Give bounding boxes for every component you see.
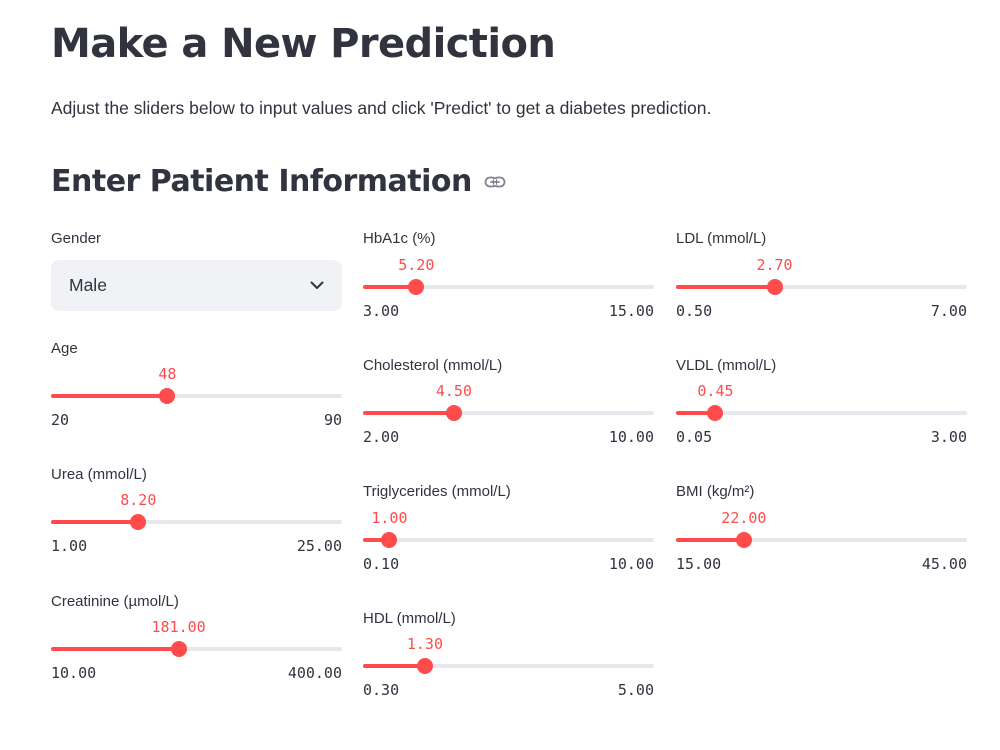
bmi-slider-max: 45.00 xyxy=(921,555,967,573)
cholesterol-label: Cholesterol (mmol/L) xyxy=(363,357,503,374)
cholesterol-slider-fill xyxy=(363,411,454,415)
hdl-slider-value: 1.30 xyxy=(406,635,443,653)
hdl-slider-fill xyxy=(363,664,425,668)
ldl-slider-max: 7.00 xyxy=(930,302,967,320)
ldl-slider-fill xyxy=(676,285,775,289)
gender-selected-value: Male xyxy=(69,275,107,295)
hdl-slider-min: 0.30 xyxy=(363,681,400,699)
urea-slider[interactable]: 8.20 1.00 25.00 xyxy=(51,490,342,570)
cholesterol-slider-min: 2.00 xyxy=(363,428,400,446)
bmi-label: BMI (kg/m²) xyxy=(676,483,755,500)
bmi-slider-value: 22.00 xyxy=(721,509,767,527)
urea-slider-max: 25.00 xyxy=(296,537,342,555)
link-icon[interactable] xyxy=(484,175,506,189)
triglycerides-slider-value: 1.00 xyxy=(371,509,408,527)
hba1c-slider-max: 15.00 xyxy=(608,302,654,320)
age-slider-value: 48 xyxy=(158,365,177,383)
cholesterol-slider-max: 10.00 xyxy=(608,428,654,446)
creatinine-slider-min: 10.00 xyxy=(51,664,97,682)
cholesterol-slider-value: 4.50 xyxy=(435,382,472,400)
hba1c-slider-thumb[interactable] xyxy=(408,279,425,295)
vldl-slider-track[interactable] xyxy=(676,411,967,415)
age-slider-fill xyxy=(51,394,168,398)
hba1c-slider-min: 3.00 xyxy=(363,302,400,320)
vldl-slider-max: 3.00 xyxy=(930,428,967,446)
ldl-slider-min: 0.50 xyxy=(676,302,713,320)
age-slider-max: 90 xyxy=(323,411,342,429)
creatinine-slider[interactable]: 181.00 10.00 400.00 xyxy=(51,617,342,697)
urea-slider-value: 8.20 xyxy=(120,491,157,509)
ldl-slider-thumb[interactable] xyxy=(766,279,783,295)
bmi-slider-min: 15.00 xyxy=(676,555,722,573)
gender-select[interactable]: Male xyxy=(51,260,342,311)
cholesterol-slider-track[interactable] xyxy=(363,411,654,415)
bmi-slider-track[interactable] xyxy=(676,538,967,542)
age-slider-thumb[interactable] xyxy=(159,388,176,404)
creatinine-slider-track[interactable] xyxy=(51,647,342,651)
age-slider-min: 20 xyxy=(51,411,70,429)
creatinine-slider-max: 400.00 xyxy=(287,664,342,682)
age-slider[interactable]: 48 20 90 xyxy=(51,364,342,444)
hba1c-slider-value: 5.20 xyxy=(398,256,435,274)
gender-label: Gender xyxy=(51,230,102,247)
bmi-slider-thumb[interactable] xyxy=(735,532,752,548)
bmi-slider-fill xyxy=(676,538,744,542)
section-title: Enter Patient Information xyxy=(51,158,506,206)
ldl-slider[interactable]: 2.70 0.50 7.00 xyxy=(676,255,967,335)
hba1c-label: HbA1c (%) xyxy=(363,230,436,247)
chevron-down-icon xyxy=(310,281,324,290)
triglycerides-slider-min: 0.10 xyxy=(363,555,400,573)
hdl-slider[interactable]: 1.30 0.30 5.00 xyxy=(363,634,654,714)
triglycerides-label: Triglycerides (mmol/L) xyxy=(363,483,511,500)
triglycerides-slider-thumb[interactable] xyxy=(381,532,398,548)
cholesterol-slider-thumb[interactable] xyxy=(445,405,462,421)
hdl-label: HDL (mmol/L) xyxy=(363,610,456,627)
cholesterol-slider[interactable]: 4.50 2.00 10.00 xyxy=(363,381,654,461)
age-slider-track[interactable] xyxy=(51,394,342,398)
section-title-text: Enter Patient Information xyxy=(51,164,472,199)
urea-label: Urea (mmol/L) xyxy=(51,466,147,483)
creatinine-slider-fill xyxy=(51,647,179,651)
triglycerides-slider[interactable]: 1.00 0.10 10.00 xyxy=(363,508,654,588)
vldl-slider-value: 0.45 xyxy=(697,382,734,400)
bmi-slider[interactable]: 22.00 15.00 45.00 xyxy=(676,508,967,588)
urea-slider-fill xyxy=(51,520,139,524)
triglycerides-slider-fill xyxy=(363,538,390,542)
creatinine-slider-thumb[interactable] xyxy=(170,641,187,657)
vldl-label: VLDL (mmol/L) xyxy=(676,357,777,374)
hdl-slider-max: 5.00 xyxy=(617,681,654,699)
hdl-slider-thumb[interactable] xyxy=(416,658,433,674)
vldl-slider-fill xyxy=(676,411,716,415)
hba1c-slider-track[interactable] xyxy=(363,285,654,289)
urea-slider-track[interactable] xyxy=(51,520,342,524)
ldl-slider-value: 2.70 xyxy=(756,256,793,274)
age-label: Age xyxy=(51,340,78,357)
creatinine-label: Creatinine (µmol/L) xyxy=(51,593,179,610)
creatinine-slider-value: 181.00 xyxy=(151,618,206,636)
hba1c-slider[interactable]: 5.20 3.00 15.00 xyxy=(363,255,654,335)
hba1c-slider-fill xyxy=(363,285,417,289)
urea-slider-min: 1.00 xyxy=(51,537,88,555)
ldl-slider-track[interactable] xyxy=(676,285,967,289)
triglycerides-slider-track[interactable] xyxy=(363,538,654,542)
vldl-slider-thumb[interactable] xyxy=(707,405,724,421)
vldl-slider-min: 0.05 xyxy=(676,428,713,446)
ldl-label: LDL (mmol/L) xyxy=(676,230,767,247)
hdl-slider-track[interactable] xyxy=(363,664,654,668)
vldl-slider[interactable]: 0.45 0.05 3.00 xyxy=(676,381,967,461)
urea-slider-thumb[interactable] xyxy=(130,514,147,530)
page-description: Adjust the sliders below to input values… xyxy=(51,98,712,118)
triglycerides-slider-max: 10.00 xyxy=(608,555,654,573)
page-title: Make a New Prediction xyxy=(51,21,556,67)
